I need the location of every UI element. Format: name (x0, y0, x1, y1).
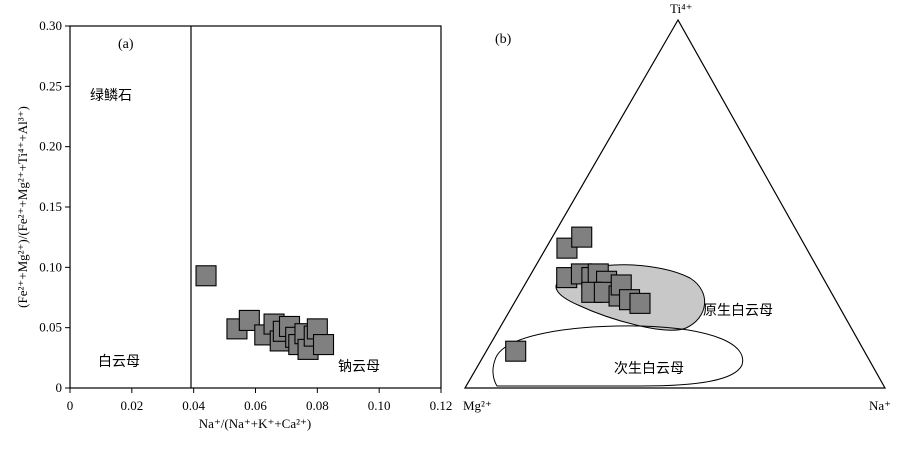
y-tick-label: 0.05 (39, 320, 62, 335)
field-label-celadonite: 绿鳞石 (90, 88, 132, 104)
x-tick-label: 0.10 (368, 398, 391, 413)
vertex-label-mg: Mg²⁺ (463, 398, 492, 413)
y-tick-label: 0.30 (39, 18, 62, 33)
field-label-secondary-muscovite: 次生白云母 (614, 361, 684, 377)
y-tick-label: 0.20 (39, 139, 62, 154)
data-point (312, 334, 335, 356)
field-label-primary-muscovite: 原生白云母 (703, 303, 773, 319)
x-tick-label: 0.12 (430, 398, 453, 413)
field-label-muscovite: 白云母 (98, 354, 140, 370)
x-tick-label: 0.02 (120, 398, 143, 413)
y-axis-title: (Fe²⁺+Mg²⁺)/(Fe²⁺+Mg²⁺+Ti⁴⁺+Al³⁺) (15, 106, 30, 308)
x-tick-label: 0.04 (182, 398, 205, 413)
data-point (195, 265, 217, 287)
vertex-label-ti: Ti⁴⁺ (670, 1, 693, 16)
x-axis-title: Na⁺/(Na⁺+K⁺+Ca²⁺) (199, 416, 311, 431)
panel-label-b: (b) (495, 32, 512, 47)
x-tick-label: 0 (67, 398, 74, 413)
y-tick-label: 0.10 (39, 259, 62, 274)
y-tick-label: 0.25 (39, 78, 62, 93)
ternary-triangle (463, 18, 887, 389)
y-tick-label: 0 (56, 380, 63, 395)
y-tick-label: 0.15 (39, 199, 62, 214)
scatter-points-a (195, 265, 335, 360)
panel-a: 0 0.02 0.04 0.06 0.08 0.10 0.12 00.050.100.150… (15, 18, 452, 431)
data-point (629, 292, 651, 314)
panel-label-a: (a) (118, 37, 134, 52)
secondary-muscovite-field (492, 325, 744, 387)
y-axis-ticks: 0 0.05 0.10 0.15 0.20 0.25 0.30 (39, 18, 70, 395)
field-label-paragonite: 钠云母 (338, 359, 380, 375)
vertex-label-na: Na⁺ (869, 398, 891, 413)
x-tick-label: 0.08 (306, 398, 329, 413)
panel-b: (b) Ti⁴⁺ Mg²⁺ Na⁺ 原生白云母 次生白云母 (463, 1, 891, 413)
scatter-points-b (505, 226, 651, 362)
x-tick-label: 0.06 (244, 398, 267, 413)
data-point (505, 340, 527, 362)
x-axis-ticks: 0 0.02 0.04 0.06 0.08 0.10 0.12 (67, 388, 453, 413)
data-point (571, 226, 593, 248)
